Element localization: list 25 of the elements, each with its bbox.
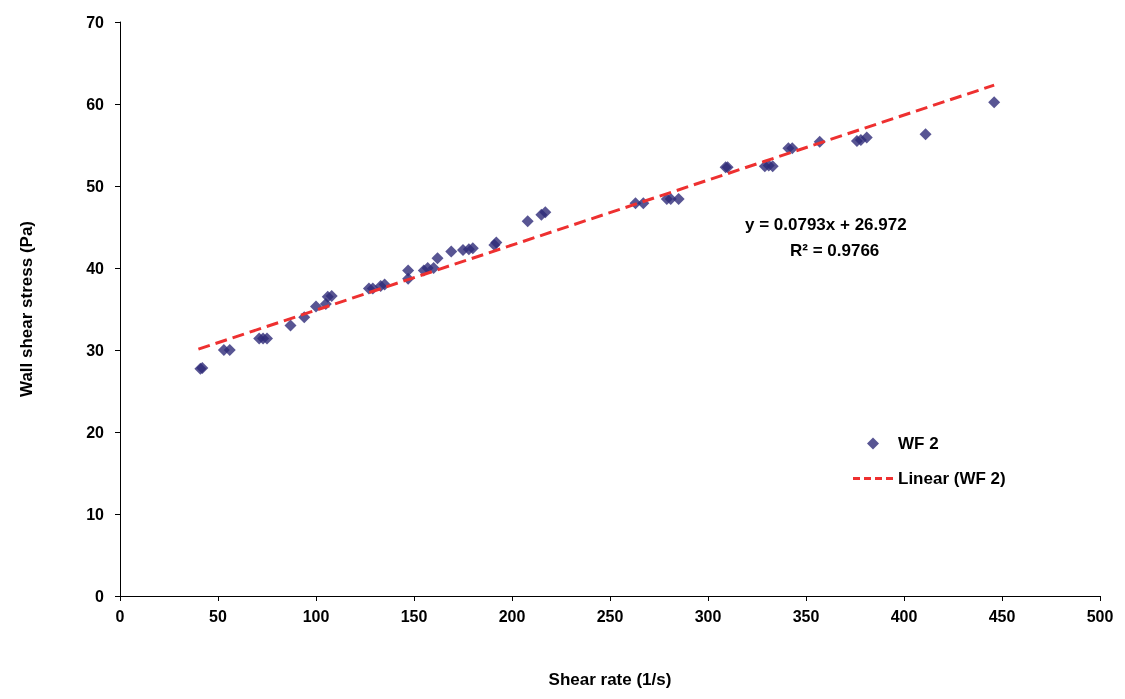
annotation: y = 0.0793x + 26.972 — [745, 215, 907, 234]
y-tick-label: 50 — [86, 177, 105, 195]
y-tick-label: 30 — [86, 341, 105, 359]
x-tick-label: 50 — [209, 607, 227, 625]
x-tick-label: 100 — [302, 607, 330, 625]
y-tick-label: 20 — [86, 423, 105, 441]
x-tick-label: 200 — [498, 607, 526, 625]
y-axis-title: Wall shear stress (Pa) — [17, 220, 36, 398]
x-tick-label: 0 — [115, 607, 125, 625]
x-tick-label: 400 — [890, 607, 918, 625]
legend-label: WF 2 — [898, 434, 939, 453]
y-tick-label: 40 — [86, 259, 105, 277]
y-tick-label: 70 — [86, 13, 105, 31]
y-tick-label: 60 — [86, 95, 105, 113]
x-tick-label: 300 — [694, 607, 722, 625]
y-tick-label: 0 — [95, 587, 105, 605]
x-tick-label: 150 — [400, 607, 428, 625]
legend-label: Linear (WF 2) — [898, 469, 1006, 488]
x-tick-label: 500 — [1086, 607, 1114, 625]
y-tick-label: 10 — [86, 505, 105, 523]
annotation: R² = 0.9766 — [790, 241, 880, 260]
x-tick-label: 450 — [988, 607, 1016, 625]
x-tick-label: 350 — [792, 607, 820, 625]
x-tick-label: 250 — [596, 607, 624, 625]
x-axis-title: Shear rate (1/s) — [548, 670, 672, 689]
